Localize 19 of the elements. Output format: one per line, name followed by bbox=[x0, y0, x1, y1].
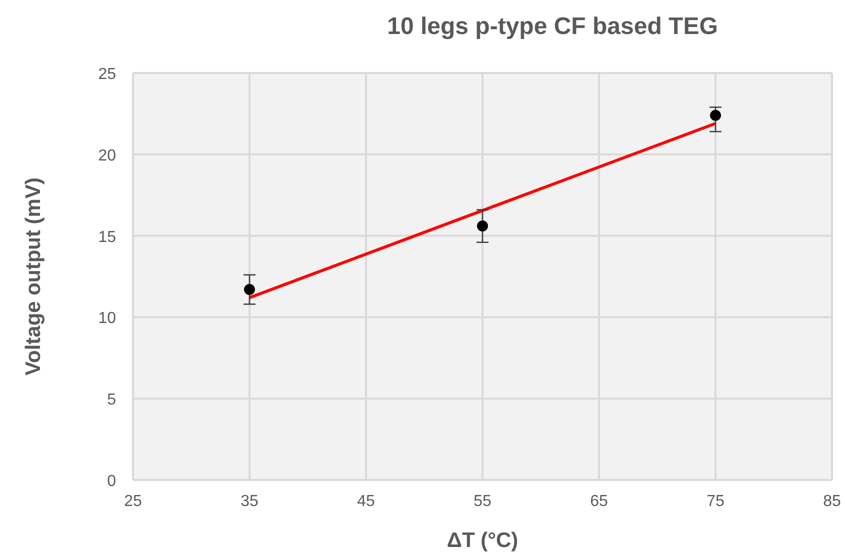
x-tick-label: 35 bbox=[240, 493, 258, 510]
point bbox=[244, 284, 255, 296]
y-tick-label: 20 bbox=[98, 147, 116, 164]
point bbox=[710, 110, 721, 121]
point bbox=[477, 220, 488, 232]
y-tick-label: 0 bbox=[107, 473, 116, 490]
y-axis-title: Voltage output (mV) bbox=[22, 178, 45, 376]
x-tick-label: 45 bbox=[357, 493, 375, 510]
x-tick-label: 65 bbox=[590, 493, 608, 510]
x-axis-title: ΔT (°C) bbox=[446, 529, 518, 552]
x-tick-label: 25 bbox=[124, 493, 142, 510]
x-tick-label: 75 bbox=[706, 493, 724, 510]
x-tick-label: 55 bbox=[474, 493, 492, 510]
x-tick-label: 85 bbox=[823, 493, 841, 510]
y-tick-label: 15 bbox=[98, 228, 116, 246]
y-tick-label: 10 bbox=[98, 310, 116, 328]
y-tick-label: 5 bbox=[107, 392, 116, 409]
chart-title: 10 legs p-type CF based TEG bbox=[387, 13, 718, 40]
y-tick-label: 25 bbox=[98, 66, 116, 83]
